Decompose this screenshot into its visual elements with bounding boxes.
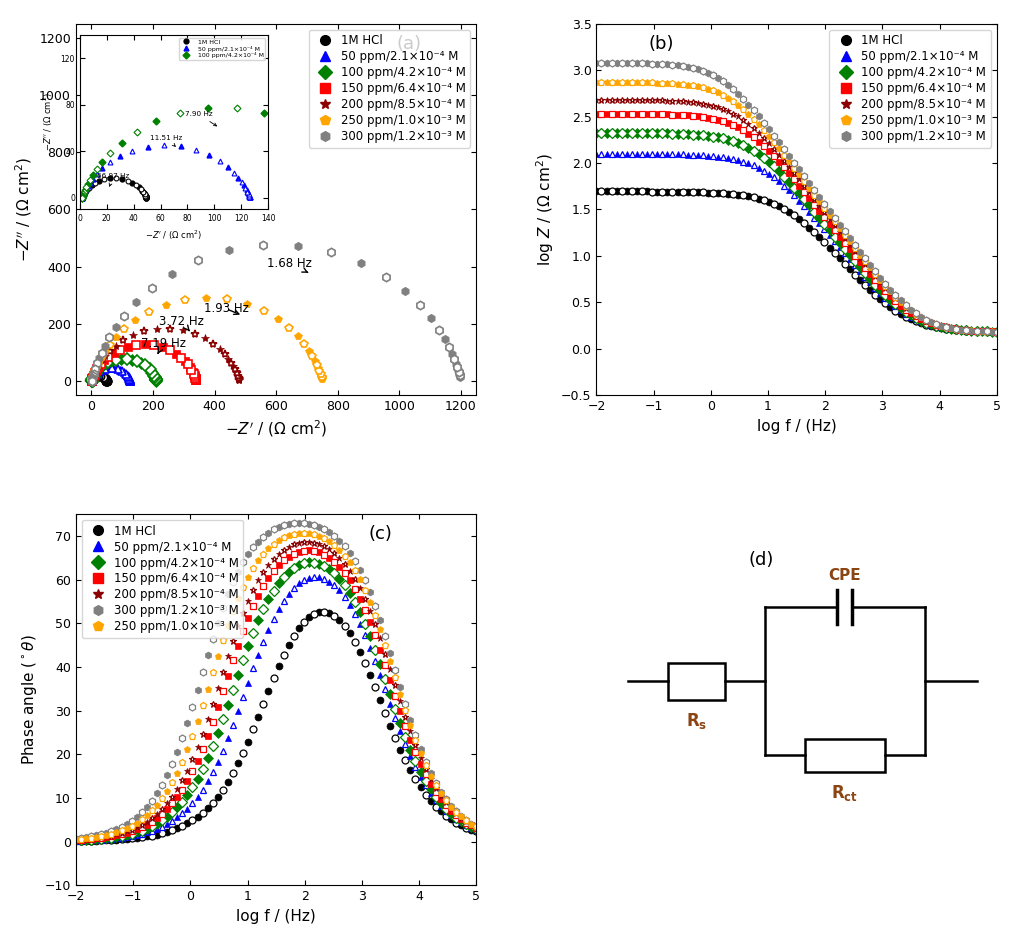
Text: CPE: CPE	[828, 567, 860, 582]
Text: $\mathbf{R_s}$: $\mathbf{R_s}$	[685, 711, 707, 731]
X-axis label: log f / (Hz): log f / (Hz)	[756, 419, 836, 434]
Text: 3.72 Hz: 3.72 Hz	[159, 314, 204, 331]
Text: 1.93 Hz: 1.93 Hz	[203, 302, 249, 315]
Text: (a): (a)	[396, 35, 421, 53]
Bar	[804, 739, 884, 772]
Y-axis label: Phase angle ($^\circ\theta$): Phase angle ($^\circ\theta$)	[20, 634, 39, 765]
Bar	[668, 663, 724, 700]
Text: (b): (b)	[648, 35, 673, 53]
Legend: 1M HCl, 50 ppm/2.1×10⁻⁴ M, 100 ppm/4.2×10⁻⁴ M, 150 ppm/6.4×10⁻⁴ M, 200 ppm/8.5×1: 1M HCl, 50 ppm/2.1×10⁻⁴ M, 100 ppm/4.2×1…	[829, 29, 990, 148]
Legend: 1M HCl, 50 ppm/2.1×10⁻⁴ M, 100 ppm/4.2×10⁻⁴ M, 150 ppm/6.4×10⁻⁴ M, 200 ppm/8.5×1: 1M HCl, 50 ppm/2.1×10⁻⁴ M, 100 ppm/4.2×1…	[82, 520, 243, 638]
Text: $\mathbf{R_{ct}}$: $\mathbf{R_{ct}}$	[830, 783, 857, 803]
Y-axis label: $-Z''$ / ($\Omega$ cm$^2$): $-Z''$ / ($\Omega$ cm$^2$)	[13, 157, 33, 262]
X-axis label: log f / (Hz): log f / (Hz)	[236, 909, 315, 924]
Text: 7.19 Hz: 7.19 Hz	[141, 337, 185, 353]
Text: 1.68 Hz: 1.68 Hz	[267, 257, 311, 273]
Y-axis label: log $Z$ / ($\Omega$ cm$^2$): log $Z$ / ($\Omega$ cm$^2$)	[533, 152, 555, 266]
X-axis label: $-Z'$ / ($\Omega$ cm$^2$): $-Z'$ / ($\Omega$ cm$^2$)	[224, 419, 327, 439]
Legend: 1M HCl, 50 ppm/2.1×10⁻⁴ M, 100 ppm/4.2×10⁻⁴ M, 150 ppm/6.4×10⁻⁴ M, 200 ppm/8.5×1: 1M HCl, 50 ppm/2.1×10⁻⁴ M, 100 ppm/4.2×1…	[308, 29, 470, 148]
Text: (d): (d)	[748, 551, 773, 569]
Text: (c): (c)	[368, 526, 391, 544]
